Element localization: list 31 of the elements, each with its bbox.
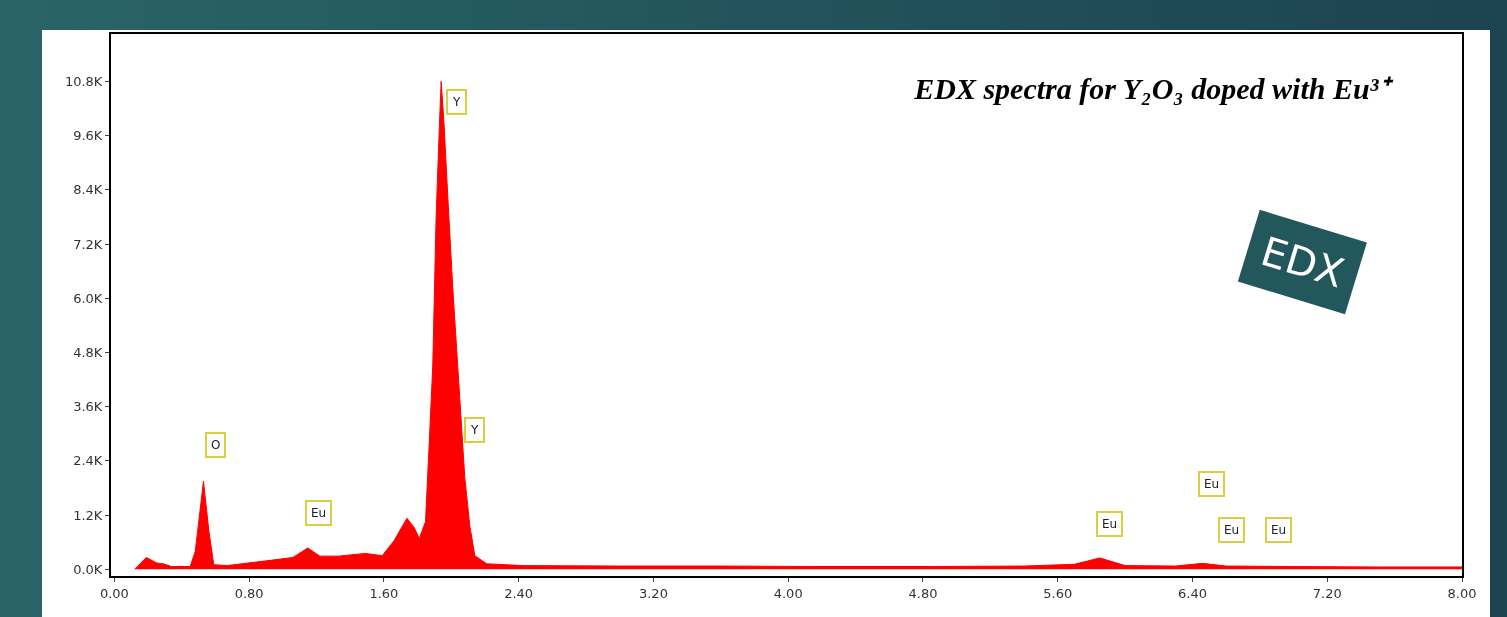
annotation: Y <box>470 423 479 437</box>
x-tick-label: 4.80 <box>908 585 938 601</box>
x-tick-label: 2.40 <box>504 585 534 601</box>
x-tick-label: 7.20 <box>1312 585 1342 601</box>
y-tick-label: 7.2K <box>73 236 103 252</box>
x-tick-label: 8.00 <box>1447 585 1477 601</box>
annotation: Y <box>452 95 461 109</box>
y-tick-label: 6.0K <box>73 290 103 306</box>
annotation: Eu <box>1224 523 1240 537</box>
annotation: O <box>211 438 221 452</box>
y-tick-label: 8.4K <box>73 182 103 198</box>
x-tick-label: 0.80 <box>234 585 264 601</box>
y-tick-label: 4.8K <box>73 344 103 360</box>
annotation: Eu <box>1204 477 1220 491</box>
y-tick-label: 1.2K <box>73 507 103 523</box>
y-tick-label: 9.6K <box>73 128 103 144</box>
x-tick-label: 4.00 <box>773 585 803 601</box>
annotation: Eu <box>1102 517 1118 531</box>
annotation: Eu <box>1271 523 1287 537</box>
x-tick-label: 3.20 <box>638 585 668 601</box>
y-tick-label: 0.0K <box>73 561 103 577</box>
annotation: Eu <box>311 506 327 520</box>
x-tick-label: 6.40 <box>1177 585 1207 601</box>
x-tick-label: 1.60 <box>369 585 399 601</box>
y-tick-label: 10.8K <box>64 73 103 89</box>
annotation: EDX <box>1255 227 1350 297</box>
text: EDX spectra for Y₂O₃ doped with Eu³⁺ <box>913 72 1394 106</box>
y-tick-label: 3.6K <box>73 399 103 415</box>
y-tick-label: 2.4K <box>73 453 103 469</box>
x-tick-label: 5.60 <box>1043 585 1073 601</box>
x-tick-label: 0.00 <box>99 585 129 601</box>
